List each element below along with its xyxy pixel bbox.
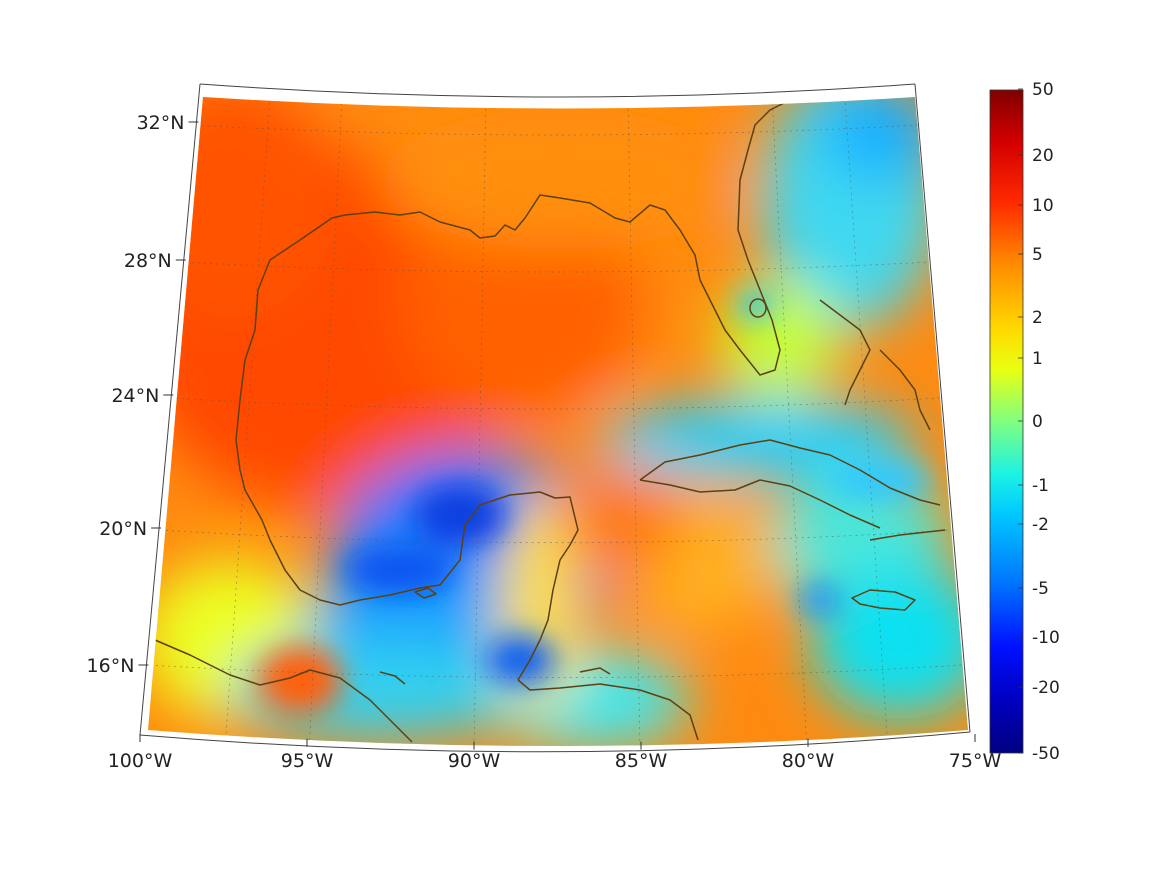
colorbar-tick-label: -1 <box>1032 476 1049 496</box>
lat-tick-label: 20°N <box>99 518 147 540</box>
lon-tick-label: 75°W <box>949 750 1002 772</box>
colorbar-tick-label: 2 <box>1032 308 1043 328</box>
coastlines <box>154 99 946 743</box>
lon-tick-label: 90°W <box>448 750 501 772</box>
colorbar-tick-label: -20 <box>1032 678 1060 698</box>
colorbar-tick-label: -5 <box>1032 579 1049 599</box>
lon-tick-label: 95°W <box>281 750 334 772</box>
latitude-ticks: 16°N 20°N 24°N 28°N 32°N <box>87 112 199 677</box>
lat-tick-label: 32°N <box>137 112 185 134</box>
colorbar-tick-label: -50 <box>1032 744 1060 764</box>
colorbar-tick-label: -10 <box>1032 628 1060 648</box>
map-frame <box>139 83 971 753</box>
colorbar-tick-label: -2 <box>1032 515 1049 535</box>
colorbar-gradient <box>989 89 1024 754</box>
lon-tick-label: 80°W <box>782 750 835 772</box>
longitude-ticks: 100°W 95°W 90°W 85°W 80°W 75°W <box>108 734 1002 772</box>
colorbar-tick-label: 10 <box>1032 196 1054 216</box>
colorbar-tick-label: 5 <box>1032 245 1043 265</box>
colorbar-tick-label: 0 <box>1032 412 1043 432</box>
colorbar-tick-label: 50 <box>1032 80 1054 100</box>
lat-tick-label: 28°N <box>124 250 172 272</box>
graticule <box>149 97 963 746</box>
colorbar-tick-label: 1 <box>1032 349 1043 369</box>
data-field <box>148 97 968 746</box>
lon-tick-label: 85°W <box>615 750 668 772</box>
lon-tick-label: 100°W <box>108 750 173 772</box>
lat-tick-label: 24°N <box>111 385 159 407</box>
lat-tick-label: 16°N <box>87 655 135 677</box>
colorbar-tick-label: 20 <box>1032 146 1054 166</box>
